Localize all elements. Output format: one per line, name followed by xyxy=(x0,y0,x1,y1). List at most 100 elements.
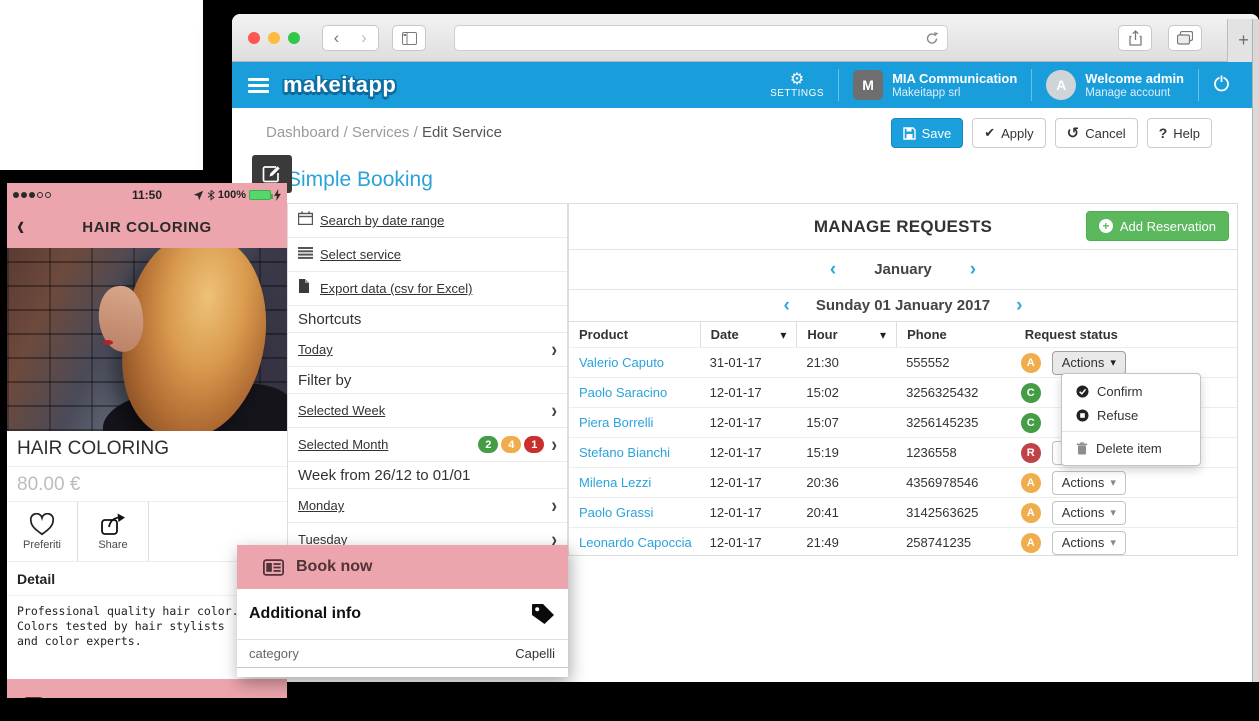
category-label: category xyxy=(249,646,299,661)
status-badge: A xyxy=(1020,472,1041,493)
customer-link[interactable]: Leonardo Capoccia xyxy=(579,535,692,550)
forward-button[interactable]: › xyxy=(350,25,379,51)
menu-item-monday[interactable]: Monday › xyxy=(288,489,567,523)
column-date[interactable]: Date ▾ xyxy=(699,322,797,347)
actions-button[interactable]: Actions▾ xyxy=(1051,500,1126,525)
dropdown-confirm[interactable]: Confirm xyxy=(1062,379,1200,403)
cell-date: 12-01-17 xyxy=(709,535,762,550)
phone-nav-title: HAIR COLORING xyxy=(82,219,212,236)
caret-down-icon: ▾ xyxy=(1110,476,1116,489)
logout-power-icon[interactable] xyxy=(1213,74,1230,97)
menu-item-search-by-date[interactable]: Search by date range xyxy=(288,204,567,238)
tabs-overview-icon[interactable] xyxy=(1168,25,1202,51)
cancel-button[interactable]: ↺ Cancel xyxy=(1054,118,1138,148)
menu-hamburger-icon[interactable] xyxy=(248,75,269,96)
status-badge: R xyxy=(1020,442,1041,463)
prev-day-chevron[interactable]: ‹ xyxy=(783,295,790,316)
menu-item-selected-month[interactable]: Selected Month 2 4 1 › xyxy=(288,428,567,462)
share-arrow-icon xyxy=(101,513,125,535)
menu-section-week-range: Week from 26/12 to 01/01 xyxy=(288,462,567,489)
back-chevron-icon[interactable]: ‹ xyxy=(17,209,25,242)
favorite-button[interactable]: Preferiti xyxy=(7,502,78,561)
back-button[interactable]: ‹ xyxy=(322,25,351,51)
minimize-window-button[interactable] xyxy=(268,32,280,44)
sidebar-toggle-icon[interactable] xyxy=(392,25,426,51)
booking-menu: Search by date range Select service Expo… xyxy=(287,203,568,558)
status-badge: A xyxy=(1020,532,1041,553)
save-button[interactable]: Save xyxy=(890,118,964,148)
customer-link[interactable]: Piera Borrelli xyxy=(579,415,654,430)
booking-card-icon xyxy=(24,696,43,698)
close-window-button[interactable] xyxy=(248,32,260,44)
help-button[interactable]: ? Help xyxy=(1146,118,1212,148)
user-avatar: A xyxy=(1046,70,1077,100)
day-label: Sunday 01 January 2017 xyxy=(815,297,991,314)
cell-date: 12-01-17 xyxy=(709,445,762,460)
day-navigator: ‹ Sunday 01 January 2017 › xyxy=(569,289,1237,321)
share-button[interactable]: Share xyxy=(78,502,149,561)
cell-date: 12-01-17 xyxy=(709,475,762,490)
menu-item-selected-week[interactable]: Selected Week › xyxy=(288,394,567,428)
cell-phone: 3256145235 xyxy=(906,415,979,430)
cell-hour: 20:36 xyxy=(806,475,839,490)
breadcrumb-dashboard[interactable]: Dashboard xyxy=(266,124,340,141)
customer-link[interactable]: Stefano Bianchi xyxy=(579,445,671,460)
actions-button[interactable]: Actions▾ xyxy=(1051,350,1126,375)
next-month-chevron[interactable]: › xyxy=(969,259,977,280)
prev-month-chevron[interactable]: ‹ xyxy=(829,259,837,280)
reload-icon[interactable] xyxy=(925,31,939,46)
calendar-icon xyxy=(297,211,320,230)
actions-button[interactable]: Actions▾ xyxy=(1051,530,1126,555)
popup-book-now-header[interactable]: Book now xyxy=(237,545,568,589)
chevron-right-icon: › xyxy=(551,337,557,362)
column-hour[interactable]: Hour ▾ xyxy=(796,322,896,347)
breadcrumb-current: Edit Service xyxy=(421,124,502,141)
dropdown-divider xyxy=(1062,431,1200,432)
floppy-icon xyxy=(902,126,916,140)
breadcrumb-services[interactable]: Services xyxy=(351,124,410,141)
dropdown-refuse[interactable]: Refuse xyxy=(1062,403,1200,427)
status-badge: A xyxy=(1020,502,1041,523)
popup-additional-info: Additional info xyxy=(237,589,568,640)
customer-link[interactable]: Valerio Caputo xyxy=(579,355,665,370)
phone-nav-bar: ‹ HAIR COLORING xyxy=(7,207,287,248)
address-bar[interactable] xyxy=(454,25,948,51)
menu-item-today[interactable]: Today › xyxy=(288,333,567,367)
sort-caret-icon[interactable]: ▾ xyxy=(780,327,787,342)
customer-link[interactable]: Paolo Grassi xyxy=(579,505,654,520)
category-value: Capelli xyxy=(515,646,555,661)
cell-phone: 1236558 xyxy=(906,445,957,460)
month-label: January xyxy=(874,261,932,278)
file-icon xyxy=(298,279,320,298)
menu-item-select-service[interactable]: Select service xyxy=(288,238,567,272)
apply-button[interactable]: ✔ Apply xyxy=(972,118,1046,148)
next-day-chevron[interactable]: › xyxy=(1016,295,1023,316)
cell-date: 31-01-17 xyxy=(709,355,762,370)
cell-hour: 15:07 xyxy=(806,415,839,430)
book-now-bar[interactable]: Book now xyxy=(7,679,287,698)
maximize-window-button[interactable] xyxy=(288,32,300,44)
sort-caret-icon[interactable]: ▾ xyxy=(880,327,887,342)
request-row: Valerio Caputo 31-01-17 21:30 555552 A A… xyxy=(569,347,1237,377)
trash-icon xyxy=(1076,441,1088,454)
bluetooth-icon xyxy=(207,189,215,201)
org-account-menu[interactable]: M MIA Communication Makeitapp srl xyxy=(853,70,1017,100)
chevron-right-icon: › xyxy=(551,527,557,552)
question-icon: ? xyxy=(1158,125,1168,141)
settings-button[interactable]: ⚙ SETTINGS xyxy=(770,69,825,100)
menu-item-export-data[interactable]: Export data (csv for Excel) xyxy=(288,272,567,306)
customer-link[interactable]: Milena Lezzi xyxy=(579,475,652,490)
request-row: Paolo Grassi 12-01-17 20:41 3142563625 A… xyxy=(569,497,1237,527)
header-divider xyxy=(1198,69,1199,101)
add-reservation-button[interactable]: + Add Reservation xyxy=(1085,211,1229,241)
customer-link[interactable]: Paolo Saracino xyxy=(579,385,668,400)
share-icon[interactable] xyxy=(1118,25,1152,51)
actions-dropdown-menu: Confirm Refuse Delete item xyxy=(1061,373,1201,466)
dropdown-delete-item[interactable]: Delete item xyxy=(1062,436,1200,460)
signal-dots-icon xyxy=(13,192,53,198)
cell-phone: 4356978546 xyxy=(906,475,979,490)
browser-toolbar: ‹ › + xyxy=(232,14,1259,62)
booking-card-icon xyxy=(263,558,284,576)
user-account-menu[interactable]: A Welcome admin Manage account xyxy=(1046,70,1184,100)
actions-button[interactable]: Actions▾ xyxy=(1051,470,1126,495)
